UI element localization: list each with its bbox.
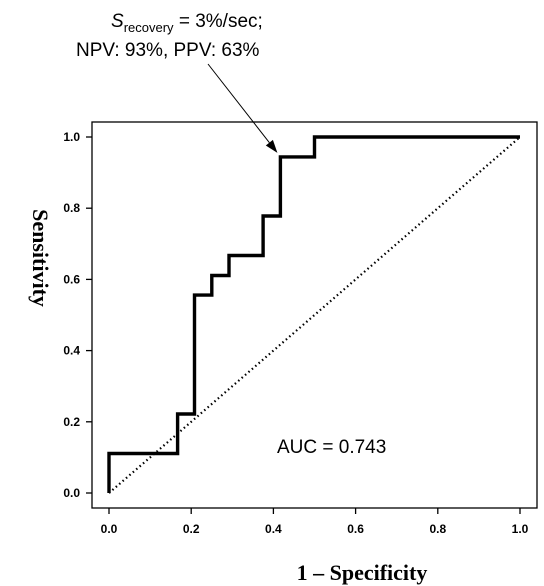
x-tick-label: 0.2: [183, 522, 200, 536]
y-tick-label: 0.6: [63, 272, 80, 286]
ticks: 0.0 0.2 0.4 0.6 0.8 1.0 0.0 0.2 0.4 0.6 0.8 1.0: [63, 130, 528, 536]
axes: [91, 121, 538, 509]
annotation-arrow: [207, 63, 270, 144]
x-tick-label: 1.0: [512, 522, 529, 536]
y-tick-label: 0.0: [63, 486, 80, 500]
annotation-arrowhead: [265, 139, 278, 153]
roc-curve-line: [107, 135, 520, 493]
annotation-line-1: Srecovery = 3%/sec;: [111, 11, 263, 35]
reference-diagonal-line: [108, 136, 521, 494]
x-tick-label: 0.0: [101, 522, 118, 536]
series: [107, 135, 521, 494]
x-tick-label: 0.8: [429, 522, 446, 536]
y-tick-label: 0.4: [63, 344, 80, 358]
auc-label: AUC = 0.743: [277, 437, 386, 458]
x-tick-label: 0.4: [265, 522, 282, 536]
x-axis-title: 1 – Specificity: [297, 560, 428, 585]
annotation-symbol: S: [111, 11, 124, 32]
plot-frame: [91, 121, 538, 509]
x-tick-label: 0.6: [347, 522, 364, 536]
annotation-rest: = 3%/sec;: [174, 11, 263, 32]
y-tick-label: 0.8: [63, 201, 80, 215]
y-tick-label: 0.2: [63, 415, 80, 429]
annotation-subscript: recovery: [124, 20, 174, 35]
y-axis-title: Sensitivity: [28, 209, 53, 307]
annotation-line-2: NPV: 93%, PPV: 63%: [76, 40, 260, 61]
y-tick-label: 1.0: [63, 130, 80, 144]
